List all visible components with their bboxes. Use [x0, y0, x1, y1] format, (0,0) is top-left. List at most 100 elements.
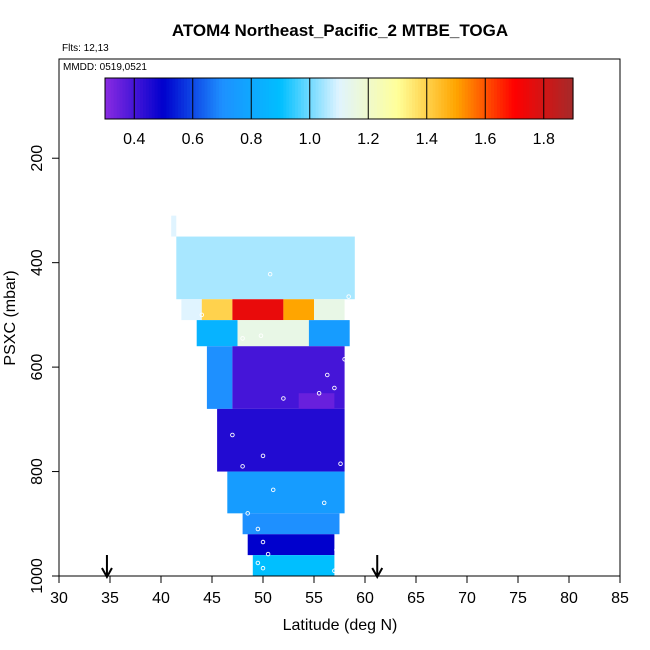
colorbar-segment: [456, 78, 460, 119]
sample-point: [245, 511, 250, 516]
colorbar-segment: [511, 78, 516, 119]
colorbar-segment: [198, 78, 203, 119]
colorbar-segment: [567, 78, 571, 119]
x-tick-label: 60: [356, 590, 374, 607]
colorbar-tick-label: 1.0: [299, 131, 321, 148]
colorbar-segment: [532, 78, 536, 119]
flights-label: Flts: 12,13: [62, 43, 109, 54]
colorbar-segment: [251, 78, 255, 119]
colorbar-segment: [526, 78, 530, 119]
colorbar-segment: [105, 78, 109, 119]
colorbar-segment: [119, 78, 124, 119]
colorbar-segment: [379, 78, 384, 119]
colorbar-segment: [160, 78, 165, 119]
colorbar-segment: [406, 78, 410, 119]
colorbar-segment: [292, 78, 296, 119]
colorbar-segment: [400, 78, 404, 119]
colorbar-segment: [523, 78, 527, 119]
colorbar-segment: [344, 78, 349, 119]
colorbar-segment: [309, 78, 314, 119]
colorbar-segment: [224, 78, 229, 119]
sample-point: [281, 396, 286, 401]
colorbar-segment: [143, 78, 147, 119]
colorbar-segment: [453, 78, 457, 119]
colorbar-segment: [321, 78, 325, 119]
colorbar-segment: [476, 78, 480, 119]
colorbar-segment: [151, 78, 156, 119]
heatmap-cell: [171, 215, 177, 237]
colorbar-segment: [561, 78, 565, 119]
colorbar-segment: [239, 78, 244, 119]
colorbar-segment: [365, 78, 369, 119]
sample-point: [260, 565, 266, 571]
colorbar-segment: [336, 78, 340, 119]
colorbar-tick-label: 1.8: [533, 131, 555, 148]
colorbar-segment: [154, 78, 159, 119]
colorbar-segment: [359, 78, 363, 119]
colorbar-segment: [485, 78, 489, 119]
colorbar-segment: [306, 78, 311, 119]
colorbar-segment: [458, 78, 463, 119]
colorbar-segment: [385, 78, 390, 119]
colorbar-segment: [300, 78, 305, 119]
sample-point: [325, 372, 330, 378]
colorbar-segment: [517, 78, 521, 119]
x-tick-label: 55: [305, 590, 323, 607]
colorbar-segment: [491, 78, 495, 119]
x-tick-label: 65: [407, 590, 425, 607]
heatmap-cell: [196, 320, 238, 347]
colorbar-segment: [461, 78, 466, 119]
heatmap-cell: [201, 299, 233, 321]
colorbar-segment: [195, 78, 200, 119]
colorbar-segment: [186, 78, 191, 119]
colorbar-segment: [350, 78, 355, 119]
sample-point: [346, 294, 351, 299]
heatmap-cell: [181, 299, 202, 321]
colorbar-segment: [543, 78, 548, 119]
colorbar-segment: [438, 78, 442, 119]
colorbar-segment: [280, 78, 285, 119]
sample-point: [260, 453, 266, 459]
sample-point: [255, 560, 261, 566]
colorbar-segment: [529, 78, 533, 119]
colorbar-segment: [382, 78, 387, 119]
colorbar-segment: [488, 78, 492, 119]
x-tick-label: 85: [611, 590, 629, 607]
colorbar-segment: [219, 78, 223, 119]
sample-point: [334, 547, 339, 553]
colorbar-segment: [420, 78, 425, 119]
sample-point: [258, 333, 264, 339]
colorbar-segment: [537, 78, 542, 119]
x-tick-label: 40: [152, 590, 170, 607]
colorbar-segment: [403, 78, 407, 119]
colorbar-tick-label: 1.6: [474, 131, 496, 148]
colorbar-segment: [467, 78, 472, 119]
colorbar-segment: [549, 78, 554, 119]
colorbar-segment: [417, 78, 422, 119]
colorbar-segment: [564, 78, 568, 119]
colorbar-segment: [298, 78, 302, 119]
colorbar-segment: [227, 78, 232, 119]
colorbar-segment: [274, 78, 279, 119]
colorbar-segment: [444, 78, 448, 119]
colorbar-segment: [482, 78, 486, 119]
colorbar-segment: [242, 78, 246, 119]
colorbar-segment: [175, 78, 179, 119]
colorbar-segment: [450, 78, 454, 119]
colorbar-segment: [216, 78, 220, 119]
colorbar-segment: [546, 78, 551, 119]
colorbar-segment: [327, 78, 331, 119]
x-tick-label: 70: [458, 590, 476, 607]
colorbar-segment: [341, 78, 346, 119]
colorbar-segment: [496, 78, 501, 119]
colorbar-segment: [277, 78, 282, 119]
colorbar-tick-label: 1.4: [416, 131, 438, 148]
colorbar-segment: [312, 78, 317, 119]
colorbar-segment: [178, 78, 182, 119]
colorbar-segment: [257, 78, 261, 119]
heatmap-cell: [206, 346, 233, 409]
colorbar-segment: [303, 78, 308, 119]
colorbar-segment: [134, 78, 138, 119]
plot-frame: [58, 58, 621, 577]
colorbar-segment: [107, 78, 112, 119]
